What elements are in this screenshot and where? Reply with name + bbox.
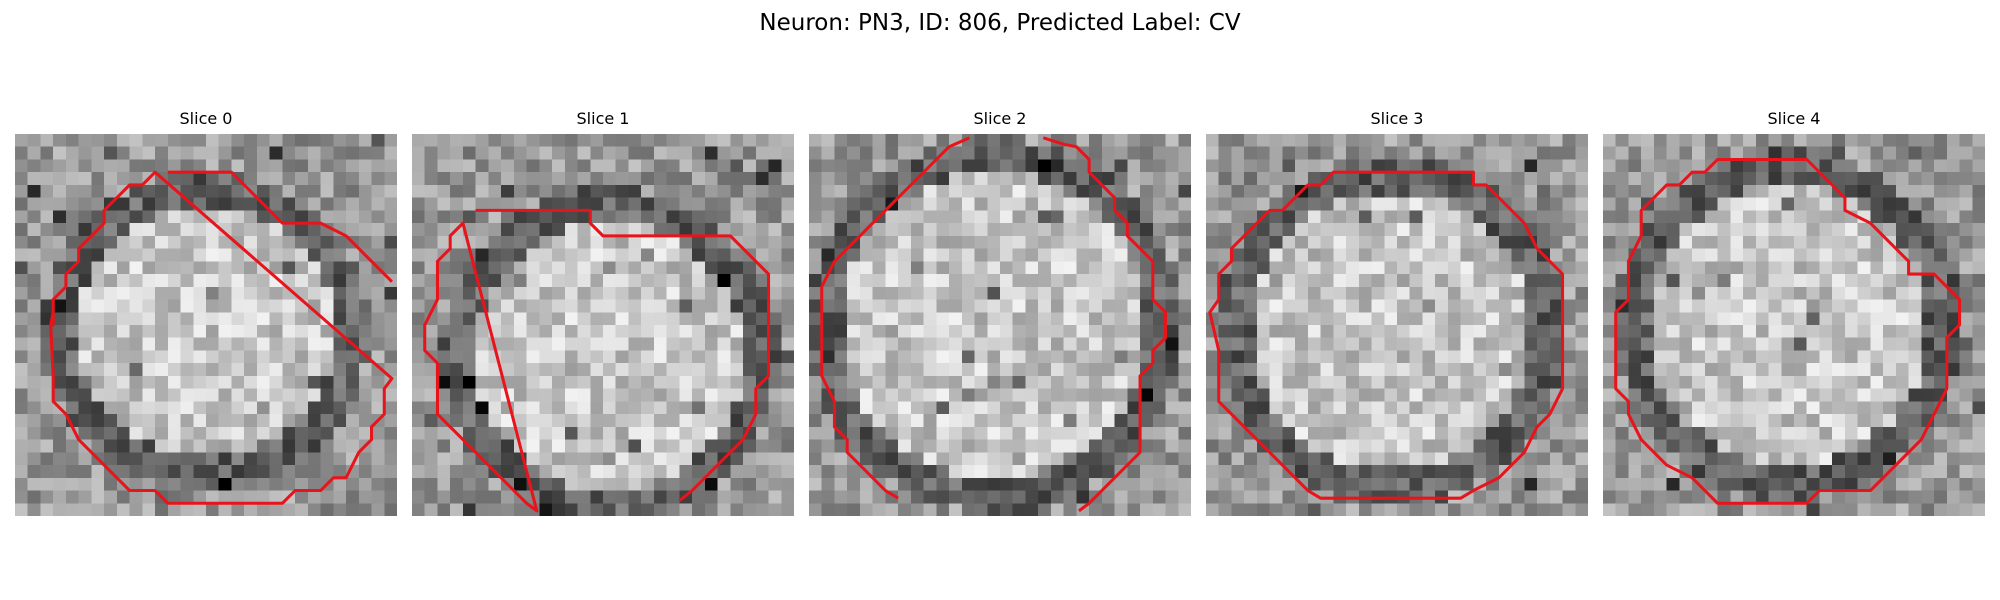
contour-line (820, 136, 1168, 513)
slice-title: Slice 0 (179, 109, 233, 128)
slice-image (15, 134, 397, 516)
pixel-grid (412, 134, 794, 516)
slice-title: Slice 3 (1370, 109, 1424, 128)
slice-title: Slice 1 (576, 109, 630, 128)
slice-image (1206, 134, 1588, 516)
slice-panel-1: Slice 1 (412, 108, 794, 526)
slice-panel-2: Slice 2 (809, 108, 1191, 526)
slice-title: Slice 4 (1767, 109, 1821, 128)
contour-line (49, 170, 394, 505)
pixel-grid (1603, 134, 1985, 516)
slice-image (809, 134, 1191, 516)
pixel-grid (15, 134, 397, 516)
contour-line (1614, 157, 1962, 505)
slice-image (412, 134, 794, 516)
slice-panel-3: Slice 3 (1206, 108, 1588, 526)
slice-panel-4: Slice 4 (1603, 108, 1985, 526)
figure-title: Neuron: PN3, ID: 806, Predicted Label: C… (759, 10, 1241, 36)
contour-line (423, 208, 771, 513)
slice-panel-0: Slice 0 (15, 108, 397, 526)
contour-line (1208, 170, 1565, 500)
slice-image (1603, 134, 1985, 516)
slice-title: Slice 2 (973, 109, 1027, 128)
pixel-grid (1206, 134, 1588, 516)
